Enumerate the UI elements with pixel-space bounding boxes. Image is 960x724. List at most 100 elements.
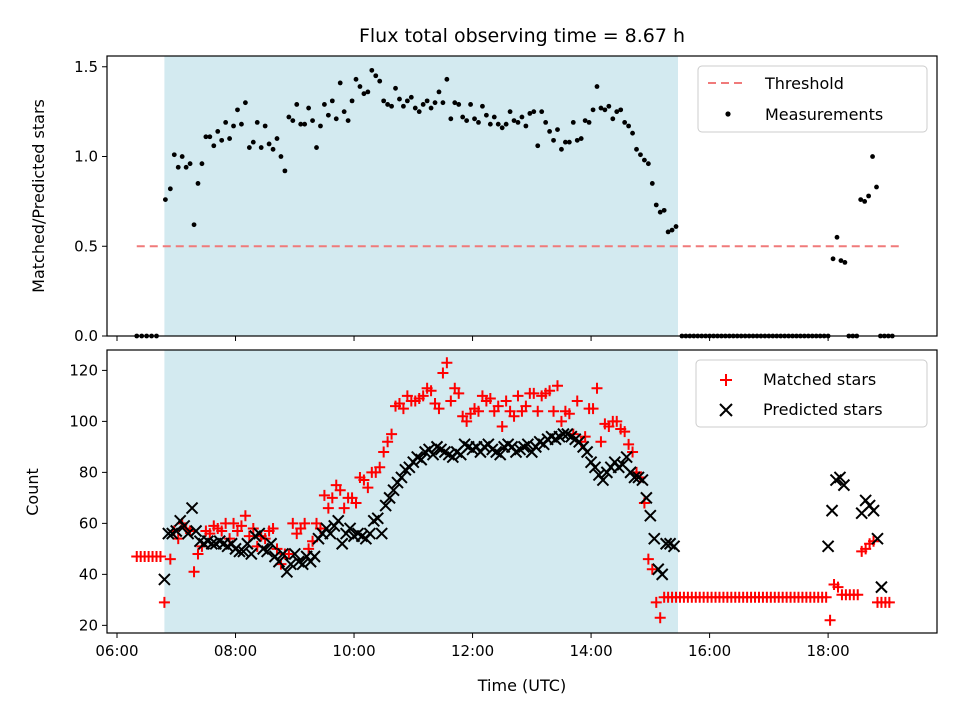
predicted-star-point bbox=[620, 450, 633, 464]
measurement-point bbox=[866, 193, 872, 199]
measurement-point bbox=[203, 134, 209, 140]
matched-star-point bbox=[247, 522, 259, 534]
matched-star-point bbox=[441, 357, 453, 369]
measurement-point bbox=[440, 100, 446, 106]
measurement-point bbox=[630, 130, 635, 136]
measurement-point bbox=[278, 154, 284, 159]
measurement-point bbox=[424, 98, 430, 104]
measurement-point bbox=[302, 121, 308, 127]
bottom-y-tick-label: 40 bbox=[79, 565, 98, 583]
legend-predicted-swatch bbox=[719, 403, 733, 417]
measurement-point bbox=[404, 98, 410, 104]
matched-star-point bbox=[883, 596, 895, 608]
matched-star-point bbox=[374, 461, 386, 473]
predicted-star-point bbox=[264, 537, 278, 550]
predicted-star-point bbox=[284, 557, 298, 571]
measurement-point bbox=[649, 181, 655, 186]
predicted-star-point bbox=[335, 537, 349, 550]
measurement-point bbox=[582, 118, 588, 124]
matched-star-point bbox=[555, 415, 567, 427]
measurement-point bbox=[369, 67, 375, 73]
measurement-point bbox=[416, 109, 422, 115]
chart-title: Flux total observing time = 8.67 h bbox=[359, 25, 685, 47]
top-legend-box bbox=[697, 65, 928, 133]
measurement-point bbox=[618, 107, 624, 113]
measurement-point bbox=[341, 109, 347, 115]
legend-measurements-label: Measurements bbox=[765, 105, 883, 124]
measurement-point bbox=[487, 121, 493, 127]
matched-star-point bbox=[544, 385, 556, 397]
measurement-point bbox=[298, 121, 304, 127]
measurement-point bbox=[543, 120, 549, 125]
matched-star-point bbox=[433, 403, 445, 415]
predicted-star-point bbox=[253, 527, 266, 540]
matched-star-point bbox=[350, 497, 362, 509]
measurement-point bbox=[195, 181, 201, 186]
matched-star-point bbox=[417, 390, 429, 402]
predicted-star-point bbox=[640, 491, 653, 505]
matched-star-point bbox=[437, 367, 449, 379]
x-tick-label: 10:00 bbox=[332, 642, 375, 660]
measurement-point bbox=[428, 105, 434, 111]
matched-star-point bbox=[382, 436, 394, 448]
measurement-point bbox=[622, 120, 628, 125]
matched-star-point bbox=[512, 390, 524, 402]
measurement-point bbox=[242, 100, 248, 106]
measurement-point bbox=[207, 134, 213, 140]
measurement-point bbox=[830, 256, 836, 262]
matched-star-point bbox=[216, 525, 228, 537]
measurement-point bbox=[562, 139, 568, 145]
matched-star-point bbox=[267, 522, 279, 534]
measurement-point bbox=[325, 112, 331, 118]
measurement-point bbox=[456, 102, 462, 107]
legend-measurements-swatch bbox=[725, 111, 731, 117]
predicted-star-point bbox=[272, 555, 286, 568]
measurement-point bbox=[432, 100, 438, 106]
predicted-star-point bbox=[837, 478, 851, 492]
predicted-star-point bbox=[667, 540, 681, 553]
predicted-star-point bbox=[387, 484, 400, 497]
matched-star-point bbox=[243, 530, 255, 542]
matched-star-point bbox=[172, 533, 184, 545]
measurement-point bbox=[535, 143, 541, 149]
matched-star-point bbox=[571, 395, 583, 407]
measurement-point bbox=[626, 123, 632, 129]
measurement-point bbox=[495, 121, 501, 127]
predicted-star-point bbox=[363, 527, 377, 540]
predicted-star-point bbox=[636, 473, 649, 487]
measurement-point bbox=[578, 136, 584, 141]
measurement-point bbox=[349, 98, 355, 104]
bottom-x-ticks: 06:00 08:00 10:00 12:00 14:00 16:00 18:00 bbox=[95, 633, 850, 660]
measurement-point bbox=[191, 222, 197, 228]
top-legend: Threshold Measurements bbox=[697, 65, 928, 133]
matched-star-point bbox=[492, 400, 504, 412]
top-points bbox=[134, 67, 895, 339]
legend-predicted-label: Predicted stars bbox=[763, 400, 883, 419]
measurement-point bbox=[365, 89, 371, 95]
predicted-star-point bbox=[521, 438, 535, 451]
measurement-point bbox=[527, 111, 533, 116]
bottom-observing-window bbox=[164, 350, 678, 633]
measurement-point bbox=[282, 168, 288, 174]
x-tick-label: 18:00 bbox=[806, 642, 849, 660]
measurement-point bbox=[270, 146, 276, 152]
measurement-point bbox=[294, 102, 300, 107]
measurement-point bbox=[412, 105, 418, 111]
measurement-point bbox=[606, 103, 612, 109]
matched-star-point bbox=[619, 426, 631, 438]
bottom-legend: Matched stars Predicted stars bbox=[695, 359, 928, 428]
x-tick-label: 06:00 bbox=[95, 642, 138, 660]
measurement-point bbox=[480, 103, 485, 109]
top-y-tick-label: 0.0 bbox=[74, 327, 98, 345]
x-tick-label: 16:00 bbox=[688, 642, 731, 660]
measurement-point bbox=[250, 139, 256, 145]
measurement-point bbox=[286, 114, 292, 120]
predicted-star-point bbox=[659, 537, 673, 550]
predicted-star-point bbox=[324, 527, 337, 540]
matched-star-point bbox=[188, 566, 200, 578]
measurement-point bbox=[322, 102, 327, 107]
bottom-legend-box bbox=[695, 359, 928, 428]
matched-star-point bbox=[650, 596, 662, 608]
measurement-point bbox=[539, 109, 545, 115]
top-y-tick-label: 1.5 bbox=[74, 58, 98, 76]
